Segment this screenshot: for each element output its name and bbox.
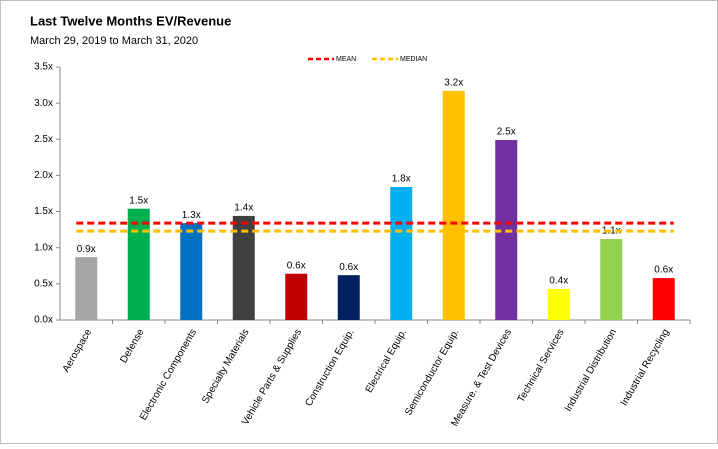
value-label: 3.2x (444, 77, 463, 88)
bar (652, 278, 675, 320)
bar (337, 275, 360, 320)
y-tick-label: 0.0x (34, 315, 53, 326)
y-tick-label: 3.0x (34, 98, 53, 109)
y-tick-label: 3.5x (34, 62, 53, 73)
bar (600, 239, 623, 320)
value-label: 0.6x (287, 260, 306, 271)
value-label: 1.3x (182, 210, 201, 221)
value-label: 2.5x (497, 127, 516, 138)
bar (547, 288, 570, 320)
y-tick-label: 2.5x (34, 134, 53, 145)
bar (442, 90, 465, 321)
value-label: 1.5x (129, 195, 148, 206)
bar (75, 257, 98, 320)
value-label: 0.6x (654, 265, 673, 276)
y-tick-label: 1.5x (34, 206, 53, 217)
bar (285, 273, 308, 320)
bar (390, 186, 413, 320)
y-tick-label: 0.5x (34, 278, 53, 289)
value-label: 0.6x (339, 262, 358, 273)
value-label: 1.8x (392, 174, 411, 185)
bar (232, 215, 255, 320)
value-label: 0.4x (549, 276, 568, 287)
value-label: 0.9x (77, 244, 96, 255)
legend-label: MEAN (336, 56, 356, 63)
chart-subtitle: March 29, 2019 to March 31, 2020 (30, 35, 198, 47)
value-label: 1.4x (234, 203, 253, 214)
legend-label: MEDIAN (400, 56, 427, 63)
bar (180, 223, 203, 320)
y-tick-label: 2.0x (34, 170, 53, 181)
y-tick-label: 1.0x (34, 242, 53, 253)
bar (127, 208, 150, 320)
chart-title: Last Twelve Months EV/Revenue (30, 13, 231, 28)
